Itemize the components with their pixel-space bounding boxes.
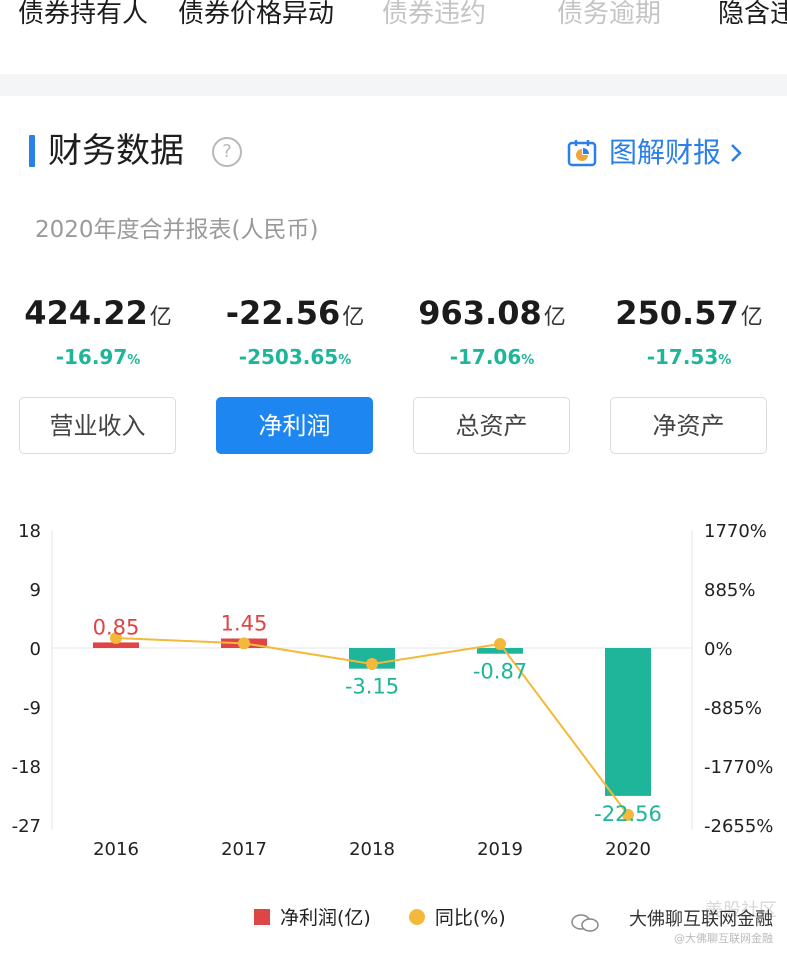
metric-net-profit: -22.56亿 -2503.65% bbox=[205, 290, 385, 377]
legend-bar-swatch bbox=[254, 908, 270, 925]
left-tick-label: -27 bbox=[12, 816, 41, 837]
wechat-icon bbox=[571, 914, 599, 932]
bar-data-label: -0.87 bbox=[473, 660, 527, 684]
metric-value: -22.56 bbox=[225, 294, 341, 332]
bar-data-label: 1.45 bbox=[221, 611, 268, 635]
top-tab-bar: 债券持有人 债券价格异动 债券违约 债务逾期 隐含违 bbox=[0, 0, 787, 52]
revenue-button[interactable]: 营业收入 bbox=[19, 397, 176, 454]
left-tick-label: 0 bbox=[30, 639, 41, 660]
net-profit-chart: 18 9 0 -9 -18 -27 1770% 885% 0% -885% -1770% -2655%… bbox=[12, 521, 774, 860]
bar-data-label: -3.15 bbox=[345, 675, 399, 699]
left-tick-label: -9 bbox=[23, 698, 41, 719]
left-tick-label: -18 bbox=[12, 757, 41, 778]
legend-bar-label: 净利润(亿) bbox=[280, 907, 371, 929]
right-tick-label: 1770% bbox=[704, 521, 767, 542]
bar-data-label: 0.85 bbox=[93, 615, 140, 639]
chart-legend: 净利润(亿) 同比(%) bbox=[254, 903, 506, 930]
yoy-point bbox=[622, 808, 634, 821]
bar bbox=[477, 648, 523, 654]
right-tick-label: -885% bbox=[704, 698, 762, 719]
yoy-point bbox=[238, 637, 250, 650]
legend-line-label: 同比(%) bbox=[434, 907, 506, 929]
metric-total-assets: 963.08亿 -17.06% bbox=[402, 290, 582, 377]
metric-unit: 亿 bbox=[543, 305, 566, 330]
metric-pct: % bbox=[127, 353, 141, 368]
report-link-label: 图解财报 bbox=[609, 136, 722, 169]
tab-implied-default[interactable]: 隐含违 bbox=[718, 0, 787, 29]
x-tick-label: 2017 bbox=[221, 839, 267, 860]
metric-change: -17.53 bbox=[646, 345, 719, 369]
tab-bond-default[interactable]: 债券违约 bbox=[382, 0, 487, 29]
report-graphic-link[interactable]: 图解财报 bbox=[567, 135, 743, 171]
net-assets-button[interactable]: 净资产 bbox=[610, 397, 767, 454]
chevron-right-icon bbox=[731, 144, 742, 162]
section-title: 财务数据 bbox=[48, 131, 184, 171]
metric-change: -2503.65 bbox=[238, 345, 339, 369]
section-accent-bar bbox=[29, 135, 35, 167]
x-tick-label: 2016 bbox=[93, 839, 139, 860]
right-tick-label: 885% bbox=[704, 580, 755, 601]
bar-data-label: -22.56 bbox=[594, 802, 662, 826]
tab-bond-holders[interactable]: 债券持有人 bbox=[18, 0, 149, 29]
metric-value: 250.57 bbox=[615, 294, 739, 332]
metric-pct: % bbox=[521, 353, 535, 368]
metric-unit: 亿 bbox=[740, 305, 763, 330]
tab-bond-price-change[interactable]: 债券价格异动 bbox=[178, 0, 335, 29]
metric-unit: 亿 bbox=[149, 305, 172, 330]
metric-value: 963.08 bbox=[418, 294, 542, 332]
x-tick-label: 2020 bbox=[605, 839, 651, 860]
right-tick-label: 0% bbox=[704, 639, 733, 660]
metric-unit: 亿 bbox=[342, 305, 365, 330]
bar bbox=[93, 642, 139, 648]
total-assets-button[interactable]: 总资产 bbox=[413, 397, 570, 454]
net-profit-button[interactable]: 净利润 bbox=[216, 397, 373, 454]
yoy-point bbox=[110, 632, 122, 644]
question-circle-icon[interactable]: ? bbox=[212, 137, 242, 167]
yoy-point bbox=[494, 638, 506, 650]
metric-pct: % bbox=[718, 353, 732, 368]
calendar-chart-icon bbox=[567, 140, 597, 167]
section-separator bbox=[0, 74, 787, 96]
metric-pct: % bbox=[338, 353, 352, 368]
watermark-sub: @大佛聊互联网金融 bbox=[674, 932, 773, 945]
legend-line-swatch bbox=[408, 908, 425, 925]
x-tick-label: 2019 bbox=[477, 839, 523, 860]
left-tick-label: 9 bbox=[30, 580, 41, 601]
report-subtitle: 2020年度合并报表(人民币) bbox=[35, 217, 319, 243]
right-tick-label: -2655% bbox=[704, 816, 773, 837]
bar bbox=[605, 648, 651, 796]
watermark-ghost: 美股社区 bbox=[705, 900, 777, 921]
watermark: 大佛聊互联网金融 @大佛聊互联网金融 bbox=[629, 908, 773, 946]
metric-value: 424.22 bbox=[24, 294, 148, 332]
tab-debt-overdue[interactable]: 债务逾期 bbox=[557, 0, 662, 29]
metric-change: -17.06 bbox=[449, 345, 522, 369]
left-tick-label: 18 bbox=[18, 521, 41, 542]
yoy-point bbox=[366, 658, 378, 670]
x-tick-label: 2018 bbox=[349, 839, 395, 860]
metric-revenue: 424.22亿 -16.97% bbox=[8, 290, 188, 377]
right-tick-label: -1770% bbox=[704, 757, 773, 778]
metric-change: -16.97 bbox=[55, 345, 128, 369]
metric-net-assets: 250.57亿 -17.53% bbox=[599, 290, 779, 377]
watermark-main: 大佛聊互联网金融 bbox=[629, 909, 773, 930]
